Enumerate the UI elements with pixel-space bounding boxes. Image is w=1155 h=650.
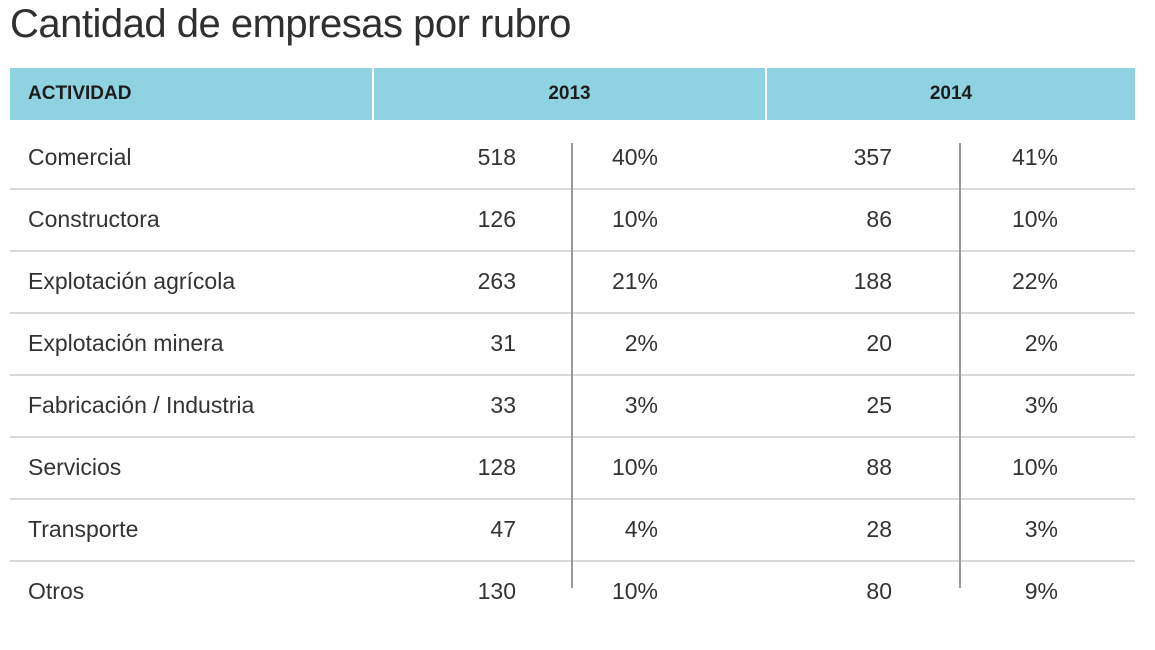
count-2013-cell: 263 bbox=[477, 267, 516, 294]
column-divider-2013 bbox=[571, 143, 573, 588]
companies-table: ACTIVIDAD 2013 2014 Comercial 518 40% 35… bbox=[10, 68, 1135, 622]
count-2014-cell: 25 bbox=[866, 391, 892, 418]
activity-cell: Comercial bbox=[28, 143, 132, 170]
table-header: ACTIVIDAD 2013 2014 bbox=[10, 68, 1135, 120]
count-2013-cell: 128 bbox=[477, 453, 516, 480]
percent-2014-cell: 10% bbox=[1011, 205, 1058, 232]
count-2014-cell: 188 bbox=[853, 267, 892, 294]
percent-2014-cell: 9% bbox=[1024, 577, 1058, 604]
header-year-2013: 2013 bbox=[374, 68, 765, 120]
count-2014-cell: 28 bbox=[866, 515, 892, 542]
column-divider-2014 bbox=[959, 143, 961, 588]
count-2013-cell: 130 bbox=[477, 577, 516, 604]
header-activity: ACTIVIDAD bbox=[10, 68, 372, 120]
percent-2014-cell: 10% bbox=[1011, 453, 1058, 480]
count-2014-cell: 80 bbox=[866, 577, 892, 604]
percent-2013-cell: 21% bbox=[611, 267, 658, 294]
table-row: Otros 130 10% 80 9% bbox=[10, 562, 1135, 622]
percent-2014-cell: 3% bbox=[1024, 515, 1058, 542]
percent-2013-cell: 10% bbox=[611, 453, 658, 480]
activity-cell: Explotación agrícola bbox=[28, 267, 236, 294]
activity-cell: Explotación minera bbox=[28, 329, 224, 356]
percent-2014-cell: 3% bbox=[1024, 391, 1058, 418]
percent-2014-cell: 22% bbox=[1011, 267, 1058, 294]
percent-2013-cell: 3% bbox=[624, 391, 658, 418]
activity-cell: Transporte bbox=[28, 515, 139, 542]
percent-2013-cell: 10% bbox=[611, 205, 658, 232]
activity-cell: Servicios bbox=[28, 453, 122, 480]
percent-2014-cell: 2% bbox=[1024, 329, 1058, 356]
page-title: Cantidad de empresas por rubro bbox=[10, 2, 571, 46]
count-2013-cell: 47 bbox=[490, 515, 516, 542]
count-2014-cell: 88 bbox=[866, 453, 892, 480]
percent-2013-cell: 4% bbox=[624, 515, 658, 542]
activity-cell: Constructora bbox=[28, 205, 160, 232]
header-year-2014: 2014 bbox=[767, 68, 1135, 120]
percent-2013-cell: 40% bbox=[611, 143, 658, 170]
count-2013-cell: 31 bbox=[490, 329, 516, 356]
count-2014-cell: 86 bbox=[866, 205, 892, 232]
count-2014-cell: 20 bbox=[866, 329, 892, 356]
count-2014-cell: 357 bbox=[853, 143, 892, 170]
count-2013-cell: 518 bbox=[477, 143, 516, 170]
percent-2013-cell: 2% bbox=[624, 329, 658, 356]
count-2013-cell: 33 bbox=[490, 391, 516, 418]
percent-2014-cell: 41% bbox=[1011, 143, 1058, 170]
activity-cell: Fabricación / Industria bbox=[28, 391, 255, 418]
activity-cell: Otros bbox=[28, 577, 85, 604]
count-2013-cell: 126 bbox=[477, 205, 516, 232]
percent-2013-cell: 10% bbox=[611, 577, 658, 604]
